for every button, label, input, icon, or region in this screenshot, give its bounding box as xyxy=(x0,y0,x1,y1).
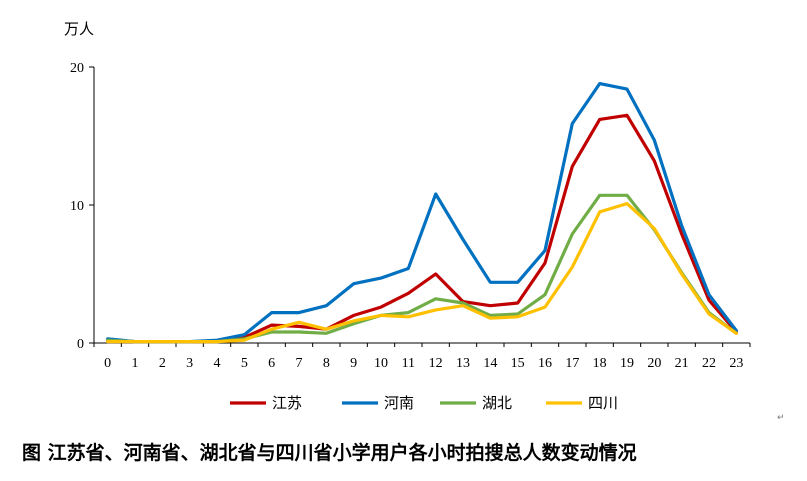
x-tick-label: 19 xyxy=(620,356,634,371)
series-line-四川 xyxy=(106,202,738,344)
x-tick-label: 11 xyxy=(402,356,415,371)
figure-caption: 图 江苏省、河南省、湖北省与四川省小学用户各小时拍搜总人数变动情况 xyxy=(22,442,637,464)
paragraph-mark: ↵ xyxy=(777,413,785,423)
x-tick-label: 5 xyxy=(241,356,248,371)
x-tick-label: 7 xyxy=(296,356,303,371)
x-tick-label: 16 xyxy=(538,356,552,371)
x-tick-label: 0 xyxy=(104,356,111,371)
chart-legend: 江苏 河南 湖北 四川 xyxy=(230,394,618,412)
x-tick-label: 23 xyxy=(729,356,743,371)
x-tick-label: 3 xyxy=(186,356,193,371)
x-tick-label: 12 xyxy=(429,356,443,371)
legend-label: 湖北 xyxy=(482,394,512,412)
x-tick-label: 13 xyxy=(456,356,470,371)
x-tick-label: 2 xyxy=(159,356,166,371)
x-tick-label: 1 xyxy=(132,356,139,371)
y-tick-label: 20 xyxy=(70,61,84,76)
x-tick-label: 6 xyxy=(268,356,275,371)
x-tick-label: 8 xyxy=(323,356,330,371)
x-tick-label: 20 xyxy=(647,356,661,371)
x-tick-label: 10 xyxy=(374,356,388,371)
x-tick-label: 17 xyxy=(565,356,579,371)
chart-axes xyxy=(93,67,750,344)
x-tick-label: 14 xyxy=(483,356,497,371)
legend-label: 河南 xyxy=(384,394,414,412)
y-axis-unit-label: 万人 xyxy=(64,20,94,38)
y-tick-label: 10 xyxy=(70,199,84,214)
x-tick-label: 9 xyxy=(350,356,357,371)
legend-label: 四川 xyxy=(588,394,618,412)
x-tick-label: 15 xyxy=(511,356,525,371)
x-tick-label: 22 xyxy=(702,356,716,371)
x-tick-label: 18 xyxy=(593,356,607,371)
legend-label: 江苏 xyxy=(272,394,302,412)
y-tick-label: 0 xyxy=(77,337,84,352)
x-tick-label: 4 xyxy=(214,356,221,371)
chart-series-lines xyxy=(106,81,738,344)
x-tick-label: 21 xyxy=(675,356,689,371)
